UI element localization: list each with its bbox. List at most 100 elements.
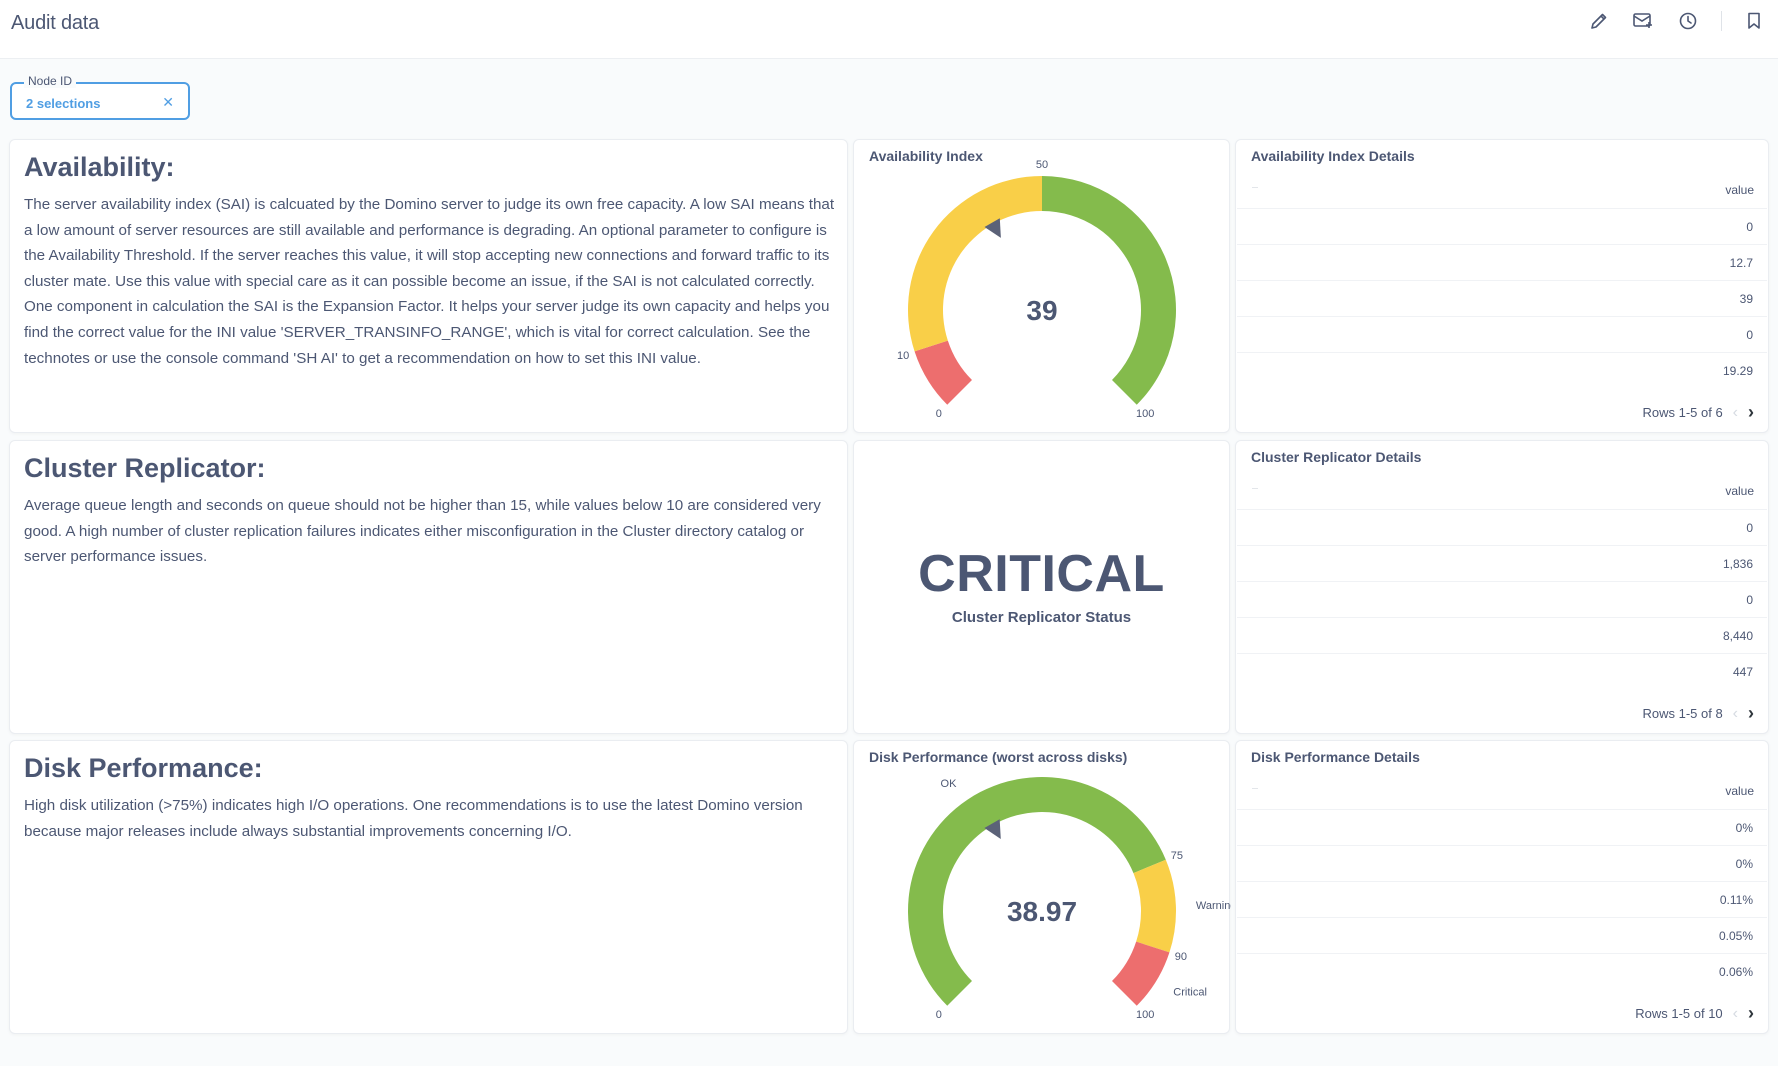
scalar-value: CRITICAL <box>918 545 1165 603</box>
row-index-placeholder <box>1252 488 1258 489</box>
chevron-left-icon[interactable]: ‹ <box>1732 704 1738 722</box>
disk-performance-text-card: Disk Performance: High disk utilization … <box>9 740 848 1034</box>
column-header-value[interactable]: value <box>1725 183 1754 197</box>
card-heading: Cluster Replicator: <box>24 453 266 483</box>
gauge-segment <box>1042 176 1176 405</box>
edit-dashboard-button[interactable] <box>1586 8 1612 34</box>
cell-value: 12.7 <box>1729 256 1753 270</box>
cell-value: 8,440 <box>1722 629 1753 643</box>
table-row: 8,440 <box>1237 617 1767 654</box>
table-row: 0 <box>1237 316 1767 353</box>
cell-value: 39 <box>1739 292 1753 306</box>
cluster-replicator-status-card: CRITICAL Cluster Replicator Status <box>853 440 1230 734</box>
cell-value: 0.11% <box>1719 893 1753 907</box>
card-heading: Availability: <box>24 152 175 182</box>
table-row: 19.29 <box>1237 352 1767 389</box>
column-header-value[interactable]: value <box>1725 484 1754 498</box>
cell-value: 0% <box>1735 821 1753 835</box>
gauge-segment-label: Warning <box>1196 900 1231 912</box>
gauge-tick-label: 10 <box>897 350 909 362</box>
table-row: 12.7 <box>1237 244 1767 281</box>
gauge-segment <box>914 340 972 405</box>
filter-label: Node ID <box>24 74 77 88</box>
card-title: Cluster Replicator Details <box>1251 449 1422 465</box>
pencil-icon <box>1591 13 1607 29</box>
cell-value: 0% <box>1735 857 1753 871</box>
bookmark-button[interactable] <box>1741 8 1767 34</box>
table-row: 0 <box>1237 581 1767 618</box>
chevron-right-icon[interactable]: › <box>1748 703 1754 723</box>
close-icon[interactable]: ✕ <box>162 94 174 110</box>
gauge-value: 39 <box>1026 295 1057 326</box>
subscriptions-button[interactable] <box>1630 8 1656 34</box>
gauge-tick-label: 50 <box>1036 159 1048 171</box>
cell-value: 0 <box>1746 521 1753 535</box>
scalar-label: Cluster Replicator Status <box>951 609 1132 626</box>
row-index-placeholder <box>1252 788 1258 789</box>
gauge-segment-label: Critical <box>1173 986 1207 998</box>
table-pager: Rows 1-5 of 8 ‹ › <box>1642 703 1754 724</box>
card-heading: Disk Performance: <box>24 753 263 783</box>
gauge-tick-label: 75 <box>1171 850 1183 862</box>
cluster-replicator-details-table: Cluster Replicator Details value 0 1,836… <box>1235 440 1769 734</box>
gauge-segment-label: OK <box>941 778 958 790</box>
availability-text-card: Availability: The server availability in… <box>9 139 848 433</box>
table-row: 0 <box>1237 208 1767 245</box>
gauge-tick-label: 0 <box>936 408 942 420</box>
revision-history-button[interactable] <box>1675 8 1701 34</box>
disk-performance-gauge: 0 75 90 100 OK Warning Critical 38.97 <box>908 777 1231 1021</box>
card-body: The server availability index (SAI) is c… <box>24 196 835 367</box>
subscription-icon <box>1633 13 1652 28</box>
availability-index-gauge: 0 10 50 100 39 <box>897 159 1176 420</box>
availability-index-details-table: Availability Index Details value 0 12.7 … <box>1235 139 1769 433</box>
cell-value: 0 <box>1746 593 1753 607</box>
table-row: 447 <box>1237 653 1767 690</box>
pager-label: Rows 1-5 of 10 <box>1635 1006 1723 1021</box>
history-icon <box>1679 12 1697 30</box>
chevron-left-icon[interactable]: ‹ <box>1732 1004 1738 1022</box>
table-row: 0 <box>1237 509 1767 546</box>
toolbar-divider <box>1721 11 1722 31</box>
cell-value: 1,836 <box>1722 557 1753 571</box>
card-body: High disk utilization (>75%) indicates h… <box>24 797 803 840</box>
chevron-right-icon[interactable]: › <box>1748 1003 1754 1023</box>
gauge-segment <box>908 176 1042 352</box>
row-index-placeholder <box>1252 187 1258 188</box>
needle-arrow-icon <box>984 819 1001 839</box>
column-header-value[interactable]: value <box>1725 784 1754 798</box>
gauge-tick-label: 0 <box>936 1009 942 1021</box>
gauge-segment <box>1133 859 1176 953</box>
cell-value: 0.05% <box>1718 929 1753 943</box>
table-row: 0.05% <box>1237 917 1767 954</box>
table-row: 0% <box>1237 809 1767 846</box>
table-row: 0.11% <box>1237 881 1767 918</box>
gauge-tick-label: 100 <box>1136 408 1154 420</box>
card-title: Disk Performance Details <box>1251 749 1420 765</box>
filter-value: 2 selections <box>26 96 101 111</box>
chevron-left-icon[interactable]: ‹ <box>1732 403 1738 421</box>
cell-value: 0.06% <box>1718 965 1753 979</box>
table-pager: Rows 1-5 of 6 ‹ › <box>1642 402 1754 423</box>
pager-label: Rows 1-5 of 6 <box>1642 405 1723 420</box>
node-id-filter[interactable]: Node ID 2 selections ✕ <box>10 74 190 120</box>
cell-value: 447 <box>1732 665 1753 679</box>
pager-label: Rows 1-5 of 8 <box>1642 706 1723 721</box>
needle-arrow-icon <box>984 218 1001 238</box>
gauge-segment <box>908 777 1166 1006</box>
gauge-tick-label: 100 <box>1136 1009 1154 1021</box>
disk-performance-details-table: Disk Performance Details value 0% 0% 0.1… <box>1235 740 1769 1034</box>
disk-performance-gauge-card: Disk Performance (worst across disks) 0 7… <box>853 740 1231 1034</box>
table-row: 0% <box>1237 845 1767 882</box>
card-title: Disk Performance (worst across disks) <box>869 749 1128 765</box>
card-title: Availability Index <box>869 148 983 164</box>
chevron-right-icon[interactable]: › <box>1748 402 1754 422</box>
availability-index-gauge-card: Availability Index 0 10 50 100 39 <box>853 139 1230 433</box>
dashboard-header: Audit data <box>0 0 1778 59</box>
card-body: Average queue length and seconds on queu… <box>24 497 821 566</box>
gauge-tick-label: 90 <box>1175 951 1187 963</box>
table-row: 1,836 <box>1237 545 1767 582</box>
gauge-value: 38.97 <box>1007 896 1077 927</box>
bookmark-icon <box>1748 12 1760 29</box>
table-pager: Rows 1-5 of 10 ‹ › <box>1635 1003 1754 1024</box>
cell-value: 0 <box>1746 220 1753 234</box>
